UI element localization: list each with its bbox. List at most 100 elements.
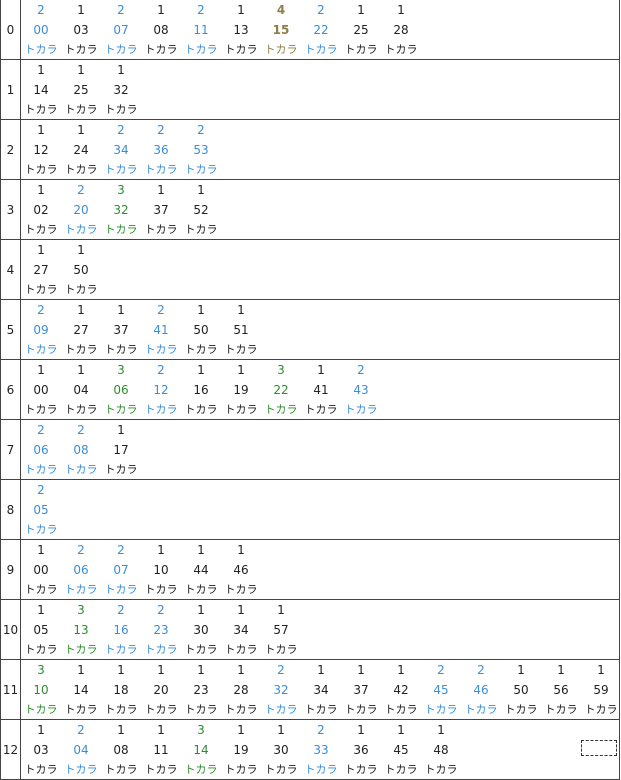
quake-minute: 37 xyxy=(153,203,169,217)
quake-minute: 57 xyxy=(273,623,289,637)
quake-entry: 1 10 トカラ xyxy=(141,540,181,600)
quake-count: 1 xyxy=(237,543,245,557)
region-label: トカラ xyxy=(104,703,138,716)
selection-marquee[interactable] xyxy=(581,740,617,756)
hour-label: 2 xyxy=(1,120,21,179)
quake-count: 1 xyxy=(197,543,205,557)
region-label: トカラ xyxy=(104,643,138,656)
region-label: トカラ xyxy=(584,703,618,716)
region-label: トカラ xyxy=(264,43,298,56)
quake-minute: 20 xyxy=(73,203,89,217)
quake-entry: 1 16 トカラ xyxy=(181,360,221,420)
region-label: トカラ xyxy=(144,763,178,776)
quake-minute: 08 xyxy=(73,443,89,457)
quake-minute: 02 xyxy=(33,203,49,217)
quake-entry: 1 02 トカラ xyxy=(21,180,61,240)
region-label: トカラ xyxy=(64,703,98,716)
quake-entry: 3 22 トカラ xyxy=(261,360,301,420)
quake-minute: 06 xyxy=(33,443,49,457)
quake-entry: 1 23 トカラ xyxy=(181,660,221,720)
quake-minute: 06 xyxy=(113,383,129,397)
quake-count: 1 xyxy=(197,663,205,677)
quake-minute: 41 xyxy=(313,383,329,397)
region-label: トカラ xyxy=(64,223,98,236)
quake-entry: 2 41 トカラ xyxy=(141,300,181,360)
region-label: トカラ xyxy=(504,703,538,716)
quake-count: 2 xyxy=(37,483,45,497)
region-label: トカラ xyxy=(104,403,138,416)
hour-row: 6 1 00 トカラ 1 04 トカラ 3 06 トカラ 2 12 トカラ 1 16 トカラ 1 19 トカラ 3 22… xyxy=(0,360,620,420)
hour-label: 7 xyxy=(1,420,21,479)
quake-minute: 51 xyxy=(233,323,249,337)
quake-entry: 1 25 トカラ xyxy=(61,60,101,120)
quake-minute: 11 xyxy=(193,23,209,37)
quake-count: 2 xyxy=(77,423,85,437)
quake-entry: 1 04 トカラ xyxy=(61,360,101,420)
quake-count: 2 xyxy=(317,3,325,17)
quake-count: 2 xyxy=(117,603,125,617)
quake-entry: 1 56 トカラ xyxy=(541,660,581,720)
quake-count: 1 xyxy=(557,663,565,677)
quake-entry: 1 27 トカラ xyxy=(21,240,61,300)
quake-count: 2 xyxy=(277,663,285,677)
quake-count: 1 xyxy=(157,663,165,677)
quake-entry: 2 33 トカラ xyxy=(301,720,341,780)
quake-count: 1 xyxy=(517,663,525,677)
quake-minute: 07 xyxy=(113,23,129,37)
region-label: トカラ xyxy=(184,403,218,416)
quake-minute: 30 xyxy=(193,623,209,637)
quake-minute: 11 xyxy=(153,743,169,757)
quake-minute: 27 xyxy=(33,263,49,277)
region-label: トカラ xyxy=(104,103,138,116)
hour-label: 12 xyxy=(1,720,21,779)
quake-entry: 1 51 トカラ xyxy=(221,300,261,360)
quake-minute: 43 xyxy=(353,383,369,397)
quake-count: 1 xyxy=(357,723,365,737)
quake-entry: 1 24 トカラ xyxy=(61,120,101,180)
quake-count: 1 xyxy=(397,3,405,17)
quake-entry: 2 53 トカラ xyxy=(181,120,221,180)
quake-minute: 27 xyxy=(73,323,89,337)
quake-minute: 50 xyxy=(73,263,89,277)
region-label: トカラ xyxy=(304,763,338,776)
region-label: トカラ xyxy=(344,703,378,716)
region-label: トカラ xyxy=(344,403,378,416)
quake-minute: 10 xyxy=(153,563,169,577)
hour-label: 0 xyxy=(1,0,21,59)
quake-count: 2 xyxy=(37,3,45,17)
quake-count: 1 xyxy=(157,723,165,737)
hour-row: 5 2 09 トカラ 1 27 トカラ 1 37 トカラ 2 41 トカラ 1 50 トカラ 1 51 トカラ xyxy=(0,300,620,360)
quake-minute: 19 xyxy=(233,743,249,757)
region-label: トカラ xyxy=(184,763,218,776)
quake-entry: 1 52 トカラ xyxy=(181,180,221,240)
quake-entry: 1 34 トカラ xyxy=(301,660,341,720)
hour-label: 6 xyxy=(1,360,21,419)
quake-minute: 42 xyxy=(393,683,409,697)
quake-minute: 37 xyxy=(113,323,129,337)
hour-label: 4 xyxy=(1,240,21,299)
quake-entry: 1 37 トカラ xyxy=(141,180,181,240)
quake-minute: 41 xyxy=(153,323,169,337)
quake-count: 2 xyxy=(117,3,125,17)
quake-entry: 1 32 トカラ xyxy=(101,60,141,120)
region-label: トカラ xyxy=(144,403,178,416)
quake-entry: 1 28 トカラ xyxy=(381,0,421,60)
quake-entry: 1 44 トカラ xyxy=(181,540,221,600)
quake-entry: 1 59 トカラ xyxy=(581,660,621,720)
region-label: トカラ xyxy=(64,283,98,296)
quake-entry: 3 13 トカラ xyxy=(61,600,101,660)
hour-row: 1 1 14 トカラ 1 25 トカラ 1 32 トカラ xyxy=(0,60,620,120)
quake-entry: 1 34 トカラ xyxy=(221,600,261,660)
quake-minute: 32 xyxy=(273,683,289,697)
quake-entry: 1 05 トカラ xyxy=(21,600,61,660)
quake-entry: 1 19 トカラ xyxy=(221,360,261,420)
quake-count: 1 xyxy=(77,363,85,377)
quake-entry: 1 50 トカラ xyxy=(61,240,101,300)
region-label: トカラ xyxy=(64,343,98,356)
region-label: トカラ xyxy=(24,403,58,416)
quake-minute: 46 xyxy=(473,683,489,697)
quake-count: 1 xyxy=(77,63,85,77)
quake-minute: 14 xyxy=(73,683,89,697)
quake-entry: 2 00 トカラ xyxy=(21,0,61,60)
quake-count: 3 xyxy=(117,183,125,197)
